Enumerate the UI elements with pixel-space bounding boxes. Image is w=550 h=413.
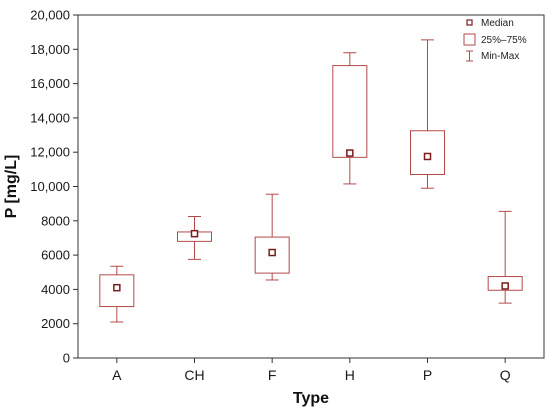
box-q [487, 210, 523, 304]
y-tick-label: 10,000 [30, 179, 70, 194]
legend-minmax-label: Min-Max [481, 51, 519, 62]
legend: Median 25%–75% Min-Max [463, 18, 527, 62]
x-axis: A CH F H P Q [112, 358, 511, 383]
x-axis-title: Type [293, 390, 329, 407]
median-marker [190, 229, 199, 238]
iqr-box [332, 65, 368, 158]
box-a [99, 265, 135, 323]
box-ch [177, 216, 212, 260]
legend-box-label: 25%–75% [481, 35, 527, 46]
x-tick-label: H [345, 367, 355, 383]
y-tick-label: 8000 [41, 213, 70, 228]
y-axis: 0 2000 4000 6000 8000 10,000 12,000 14,000 16,00… [30, 8, 78, 366]
box-h [332, 52, 368, 185]
median-marker [501, 282, 509, 290]
plot-border [77, 14, 545, 359]
y-tick-label: 6000 [41, 248, 70, 263]
y-tick-label: 16,000 [30, 76, 70, 91]
y-tick-label: 4000 [41, 282, 70, 297]
box-p [410, 39, 445, 189]
x-tick-label: CH [184, 367, 204, 383]
y-tick-label: 14,000 [30, 110, 70, 125]
median-marker [268, 248, 276, 257]
legend-median-swatch [466, 19, 473, 26]
x-tick-label: P [423, 367, 432, 383]
y-tick-label: 2000 [41, 316, 70, 331]
legend-median-label: Median [481, 18, 514, 29]
box-series [99, 39, 523, 323]
y-axis-title: P [mg/L] [3, 155, 20, 219]
iqr-box [410, 130, 445, 175]
median-marker [423, 152, 432, 161]
median-marker [113, 283, 121, 292]
box-f [254, 193, 290, 281]
legend-box-swatch [463, 33, 476, 46]
x-tick-label: F [268, 367, 277, 383]
x-tick-label: A [112, 367, 122, 383]
y-tick-label: 0 [63, 351, 70, 366]
x-tick-label: Q [500, 367, 511, 383]
plot-frame [77, 14, 545, 359]
median-marker [346, 149, 354, 157]
y-tick-label: 18,000 [30, 42, 70, 57]
y-tick-label: 20,000 [30, 8, 70, 23]
y-tick-label: 12,000 [30, 145, 70, 160]
